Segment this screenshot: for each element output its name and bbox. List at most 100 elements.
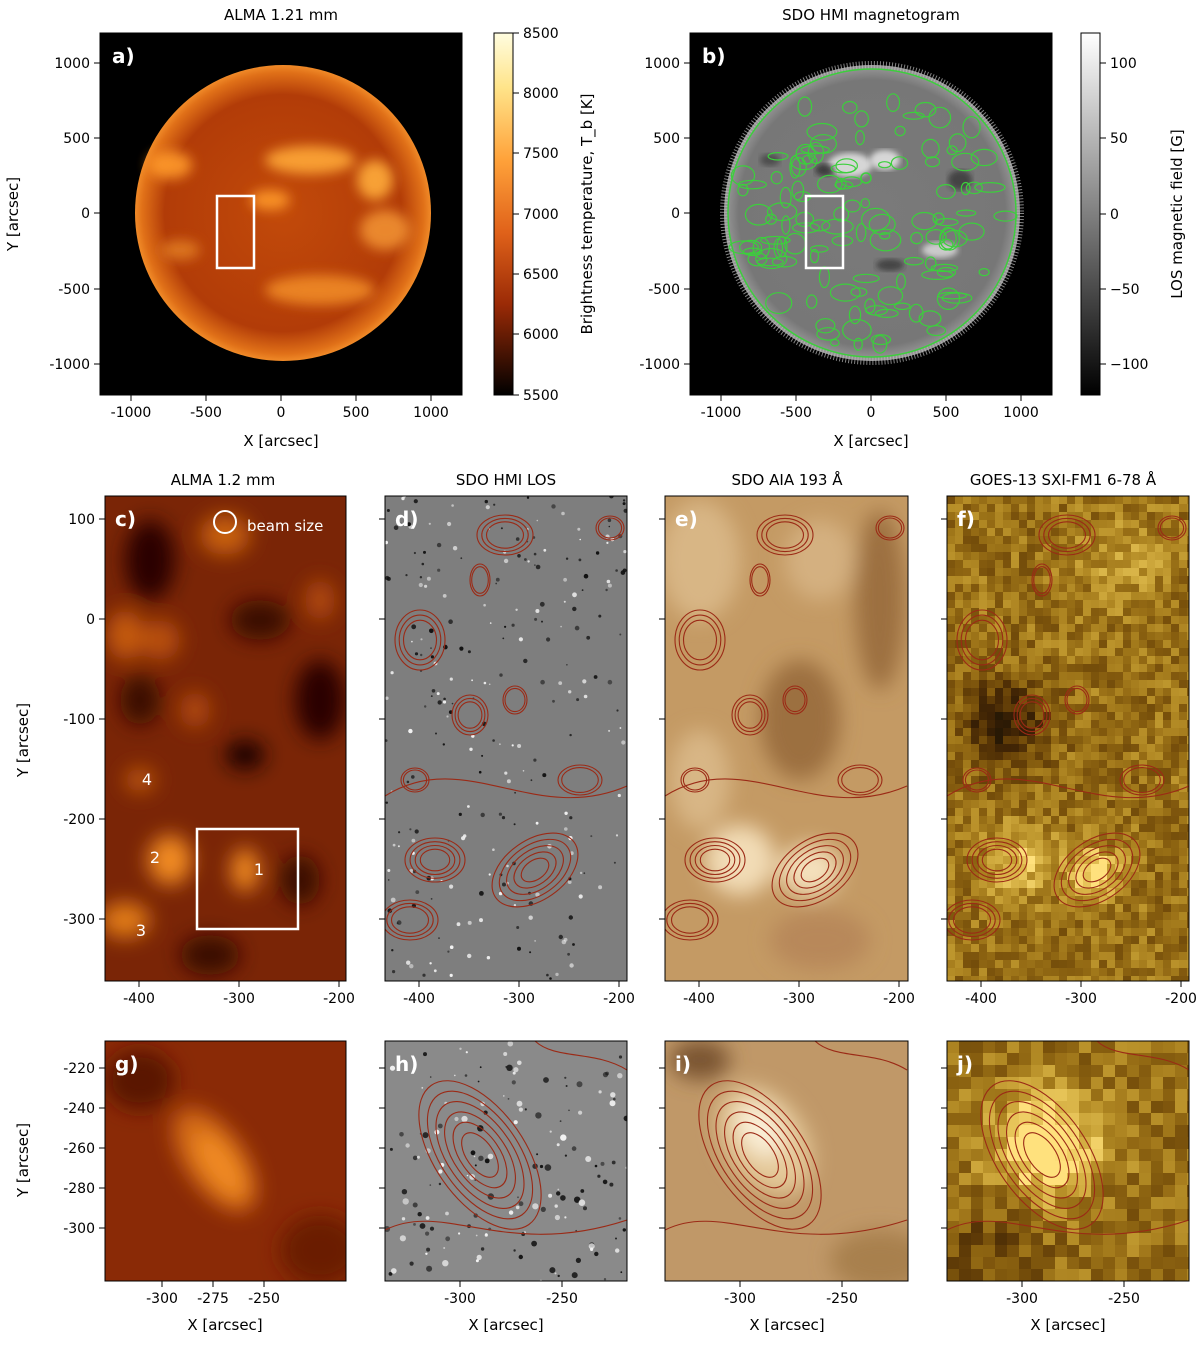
magnetic-element xyxy=(590,835,593,838)
sxi-pixel xyxy=(1187,648,1189,657)
sxi-pixel xyxy=(1019,904,1028,913)
sxi-pixel xyxy=(1027,752,1036,761)
sxi-pixel xyxy=(1115,688,1124,697)
sxi-pixel xyxy=(1187,784,1189,793)
sxi-pixel xyxy=(1011,576,1020,585)
sxi-pixel xyxy=(1019,688,1028,697)
sxi-pixel xyxy=(1179,960,1188,969)
sxi-pixel xyxy=(1067,920,1076,929)
sxi-pixel xyxy=(1067,608,1076,617)
sxi-pixel xyxy=(1151,1077,1164,1090)
sxi-pixel xyxy=(979,944,988,953)
sxi-pixel xyxy=(1131,560,1140,569)
hmi-contour-loop xyxy=(855,130,865,146)
sxi-pixel xyxy=(987,856,996,865)
sxi-pixel xyxy=(1083,720,1092,729)
sxi-pixel xyxy=(1011,664,1020,673)
panel-b-x-ticks: -1000 -500 0 500 1000 xyxy=(701,395,1039,421)
hmi-contour-loop xyxy=(910,231,923,245)
sxi-pixel xyxy=(1103,1041,1116,1054)
sxi-pixel xyxy=(1059,752,1068,761)
sxi-pixel xyxy=(1187,864,1189,873)
sxi-pixel xyxy=(1075,536,1084,545)
magnetic-element xyxy=(543,548,547,552)
alma-contour xyxy=(461,1132,499,1178)
sxi-pixel xyxy=(1051,808,1060,817)
sxi-pixel xyxy=(1155,656,1164,665)
sxi-pixel xyxy=(1059,944,1068,953)
sxi-pixel xyxy=(963,680,972,689)
sxi-pixel xyxy=(1083,776,1092,785)
sxi-pixel xyxy=(1155,880,1164,889)
magnetic-element xyxy=(492,848,495,851)
sxi-pixel xyxy=(947,976,956,981)
magnetic-element xyxy=(464,1074,468,1077)
sxi-pixel xyxy=(971,960,980,969)
sxi-pixel xyxy=(1123,784,1132,793)
alma-contour xyxy=(698,1080,822,1230)
sxi-pixel xyxy=(947,960,956,969)
hmi-contour-loop xyxy=(730,165,756,186)
magnetic-element xyxy=(402,1198,409,1205)
sxi-pixel xyxy=(947,1185,960,1198)
sxi-pixel xyxy=(1055,1149,1068,1162)
magnetic-element xyxy=(560,1134,567,1141)
sxi-pixel xyxy=(1155,664,1164,673)
sxi-pixel xyxy=(1067,1113,1080,1126)
sxi-pixel xyxy=(1075,568,1084,577)
hmi-contour-loop xyxy=(877,286,904,306)
sxi-pixel xyxy=(1139,536,1148,545)
sxi-pixel xyxy=(1179,656,1188,665)
magnetic-element xyxy=(620,570,626,575)
y-tick-label: -300 xyxy=(63,912,95,928)
sxi-pixel xyxy=(1139,912,1148,921)
sxi-pixel xyxy=(1011,552,1020,561)
alma-contour xyxy=(947,1219,1189,1235)
sxi-pixel xyxy=(1003,840,1012,849)
sxi-pixel xyxy=(1083,968,1092,977)
magnetic-element xyxy=(386,509,390,512)
magnetic-element xyxy=(446,715,449,718)
sxi-pixel xyxy=(1011,608,1020,617)
sxi-pixel xyxy=(1187,728,1189,737)
magnetic-element xyxy=(582,679,587,684)
sxi-pixel xyxy=(1107,512,1116,521)
sxi-pixel xyxy=(979,640,988,649)
sxi-pixel xyxy=(1171,552,1180,561)
sxi-pixel xyxy=(1043,864,1052,873)
magnetic-element xyxy=(518,1254,523,1260)
sxi-pixel xyxy=(1163,1233,1176,1246)
sxi-pixel xyxy=(1175,1149,1188,1162)
sxi-pixel xyxy=(979,920,988,929)
sxi-pixel xyxy=(1035,880,1044,889)
sxi-pixel xyxy=(1059,872,1068,881)
sxi-pixel xyxy=(1035,856,1044,865)
sxi-pixel xyxy=(1051,616,1060,625)
sxi-pixel xyxy=(1171,856,1180,865)
sxi-pixel xyxy=(959,1089,972,1102)
magnetic-element xyxy=(451,504,454,507)
sxi-pixel xyxy=(1067,936,1076,945)
sxi-pixel xyxy=(1051,496,1060,505)
sxi-pixel xyxy=(1043,1041,1056,1054)
alma-contour xyxy=(385,1219,627,1235)
sxi-pixel xyxy=(1019,896,1028,905)
alma-contour xyxy=(674,609,726,671)
sxi-pixel xyxy=(1011,728,1020,737)
sxi-pixel xyxy=(1131,824,1140,833)
magnetic-element xyxy=(428,522,431,525)
sxi-pixel xyxy=(1175,1257,1188,1270)
sxi-pixel xyxy=(1179,792,1188,801)
sxi-pixel xyxy=(1019,912,1028,921)
sxi-pixel xyxy=(1171,880,1180,889)
sxi-pixel xyxy=(1043,888,1052,897)
sxi-pixel xyxy=(1187,688,1189,697)
sxi-pixel xyxy=(987,928,996,937)
sxi-pixel xyxy=(1139,568,1148,577)
magnetic-element xyxy=(583,1206,587,1211)
sxi-pixel xyxy=(971,1209,984,1222)
sxi-pixel xyxy=(1155,680,1164,689)
sxi-pixel xyxy=(1099,576,1108,585)
sxi-pixel xyxy=(1151,1053,1164,1066)
sxi-pixel xyxy=(955,512,964,521)
